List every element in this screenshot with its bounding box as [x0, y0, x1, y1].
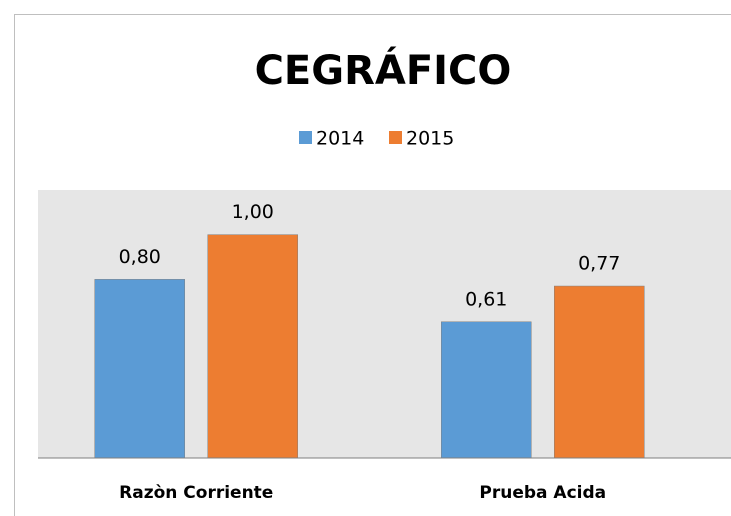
chart-title: CEGRÁFICO — [255, 46, 512, 94]
bar — [207, 234, 298, 459]
bar — [94, 279, 185, 459]
data-label: 0,61 — [465, 288, 507, 310]
x-tick-label: Prueba Acida — [479, 483, 606, 503]
data-label: 1,00 — [232, 201, 274, 223]
legend-swatch — [299, 131, 312, 144]
bar — [554, 285, 645, 459]
bar — [441, 321, 532, 459]
data-label: 0,80 — [119, 246, 161, 268]
data-label: 0,77 — [578, 253, 620, 275]
legend-label: 2014 — [316, 128, 364, 150]
legend-label: 2015 — [406, 128, 454, 150]
legend-swatch — [389, 131, 402, 144]
x-tick-label: Razòn Corriente — [119, 483, 273, 503]
